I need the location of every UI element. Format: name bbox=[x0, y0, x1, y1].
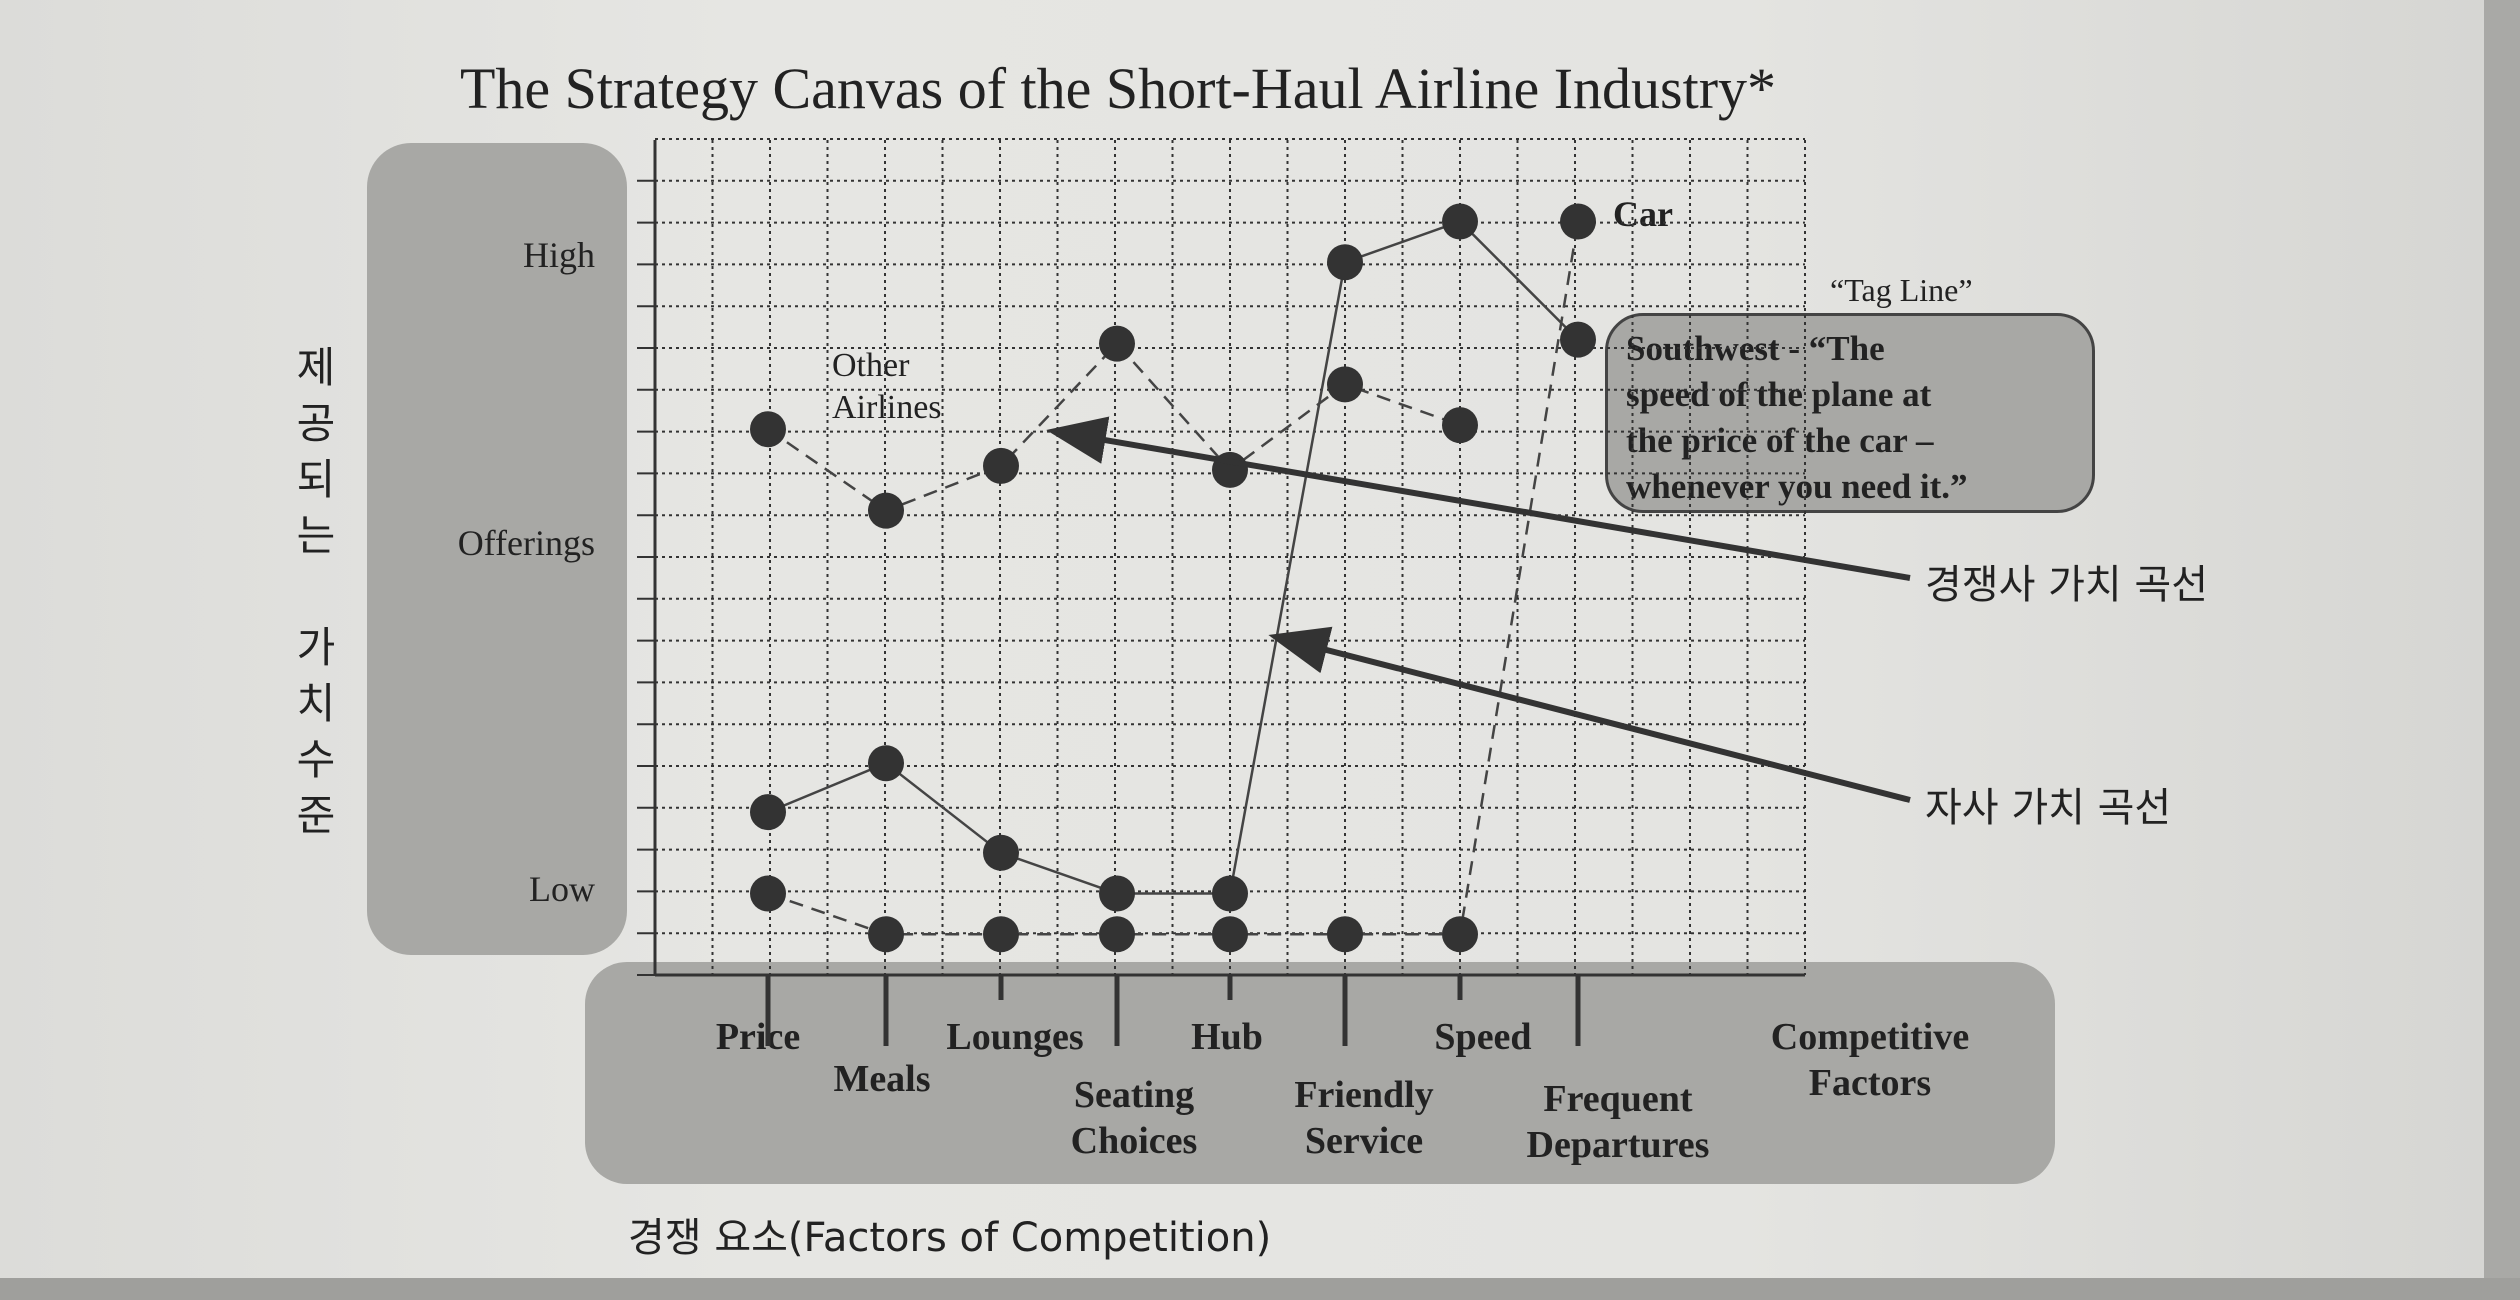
data-point bbox=[983, 834, 1019, 871]
own-curve-label: 자사 가치 곡선 bbox=[1925, 785, 2172, 831]
data-point bbox=[1560, 321, 1596, 358]
page-bottom-shadow bbox=[0, 1278, 2520, 1300]
competitor-curve-label: 경쟁사 가치 곡선 bbox=[1925, 562, 2209, 608]
car-label: Car bbox=[1613, 194, 1673, 234]
data-point bbox=[868, 745, 904, 782]
competitor-curve-arrow bbox=[1046, 416, 1911, 581]
x-tick-lounges: Lounges bbox=[946, 1016, 1084, 1058]
page-edge-strip bbox=[2484, 0, 2520, 1300]
data-point bbox=[750, 875, 786, 912]
y-tick-low: Low bbox=[529, 869, 595, 909]
chart-axes bbox=[637, 140, 1805, 1046]
data-point bbox=[1442, 203, 1478, 240]
other-airlines-label: Other Airlines bbox=[832, 347, 942, 426]
data-point bbox=[983, 447, 1019, 484]
x-tick-friendly: Friendly Service bbox=[1294, 1074, 1434, 1162]
chart-grid bbox=[654, 138, 1806, 976]
data-point bbox=[1212, 875, 1248, 912]
x-tick-meals: Meals bbox=[833, 1058, 931, 1100]
series-line-1 bbox=[767, 220, 1579, 895]
data-point bbox=[1212, 916, 1248, 953]
data-point bbox=[1560, 203, 1596, 240]
x-tick-speed: Speed bbox=[1434, 1016, 1532, 1058]
southwest-callout: Southwest - “The speed of the plane at t… bbox=[1605, 313, 2095, 513]
data-point bbox=[1327, 916, 1363, 953]
data-point bbox=[1442, 407, 1478, 444]
data-point bbox=[750, 794, 786, 831]
data-point bbox=[750, 411, 786, 448]
data-point bbox=[868, 492, 904, 529]
data-point bbox=[1327, 244, 1363, 281]
annotation-arrows bbox=[1046, 416, 1911, 803]
data-point bbox=[983, 916, 1019, 953]
chart-title: The Strategy Canvas of the Short-Haul Ai… bbox=[460, 56, 1777, 121]
y-axis-label-panel bbox=[367, 143, 627, 955]
korean-x-axis-label: 경쟁 요소(Factors of Competition) bbox=[628, 1215, 1272, 1261]
data-point bbox=[1099, 325, 1135, 362]
korean-y-axis-label: 제 공 되 는 가 치 수 준 bbox=[296, 343, 336, 840]
tag-line-label: “Tag Line” bbox=[1830, 272, 1973, 308]
data-point bbox=[1099, 916, 1135, 953]
x-axis-title: Competitive Factors bbox=[1770, 1016, 1970, 1104]
x-axis-label-panel bbox=[585, 962, 2055, 1184]
x-tick-hub: Hub bbox=[1191, 1016, 1263, 1058]
y-tick-high: High bbox=[523, 235, 595, 275]
series-line-2 bbox=[767, 221, 1580, 936]
y-tick-offerings: Offerings bbox=[457, 523, 595, 563]
data-point bbox=[1442, 916, 1478, 953]
data-point bbox=[1099, 875, 1135, 912]
x-tick-frequent: Frequent Departures bbox=[1526, 1078, 1710, 1166]
data-point bbox=[1327, 366, 1363, 403]
own-curve-arrow bbox=[1268, 626, 1911, 803]
x-tick-price: Price bbox=[715, 1016, 801, 1058]
data-point bbox=[868, 916, 904, 953]
x-tick-seating: Seating Choices bbox=[1070, 1074, 1198, 1162]
